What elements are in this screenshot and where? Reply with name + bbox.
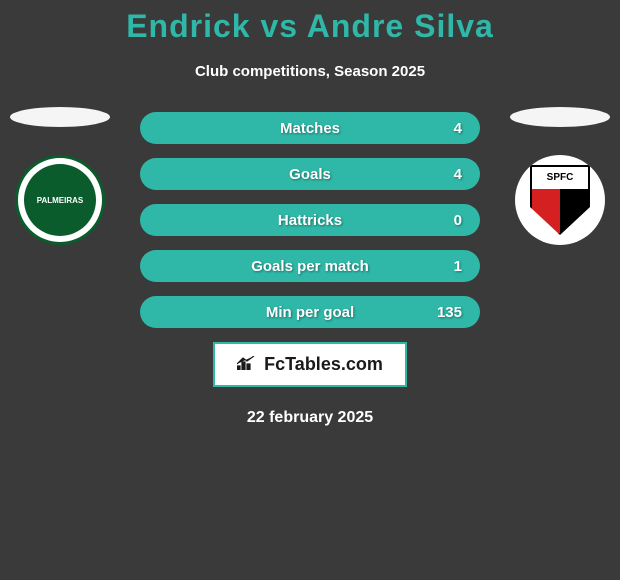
header: Endrick vs Andre Silva Club competitions… [0,0,620,80]
fctables-text: FcTables.com [264,354,383,374]
footer: FcTables.com 22 february 2025 [0,342,620,427]
stat-value: 0 [454,212,462,229]
left-player-column: PALMEIRAS [10,107,110,245]
stat-label: Matches [280,120,340,137]
stat-row-goals: . Goals 4 [140,158,480,190]
stat-row-matches: . Matches 4 [140,112,480,144]
content-area: PALMEIRAS SPFC . Matches 4 . Goals 4 . H… [0,112,620,427]
right-player-shadow [510,107,610,127]
stat-row-min-per-goal: . Min per goal 135 [140,296,480,328]
snapshot-date: 22 february 2025 [0,409,620,427]
spfc-stripe-black [560,189,588,233]
stat-label: Goals per match [251,258,369,275]
chart-icon [237,354,260,374]
stat-row-hattricks: . Hattricks 0 [140,204,480,236]
spfc-badge: SPFC [515,155,605,245]
stat-row-goals-per-match: . Goals per match 1 [140,250,480,282]
palmeiras-label: PALMEIRAS [37,196,84,205]
palmeiras-badge: PALMEIRAS [15,155,105,245]
spfc-shield: SPFC [530,165,590,235]
right-player-column: SPFC [510,107,610,245]
palmeiras-badge-inner: PALMEIRAS [24,164,96,236]
stat-label: Min per goal [266,304,354,321]
stat-label: Goals [289,166,331,183]
stat-value: 4 [454,166,462,183]
left-player-shadow [10,107,110,127]
stat-label: Hattricks [278,212,342,229]
stat-value: 135 [437,304,462,321]
season-subtitle: Club competitions, Season 2025 [0,63,620,80]
stat-value: 1 [454,258,462,275]
stats-list: . Matches 4 . Goals 4 . Hattricks 0 . Go… [140,112,480,328]
spfc-stripe-red [532,189,560,233]
spfc-label: SPFC [532,167,588,189]
comparison-title: Endrick vs Andre Silva [0,8,620,45]
stat-value: 4 [454,120,462,137]
fctables-logo[interactable]: FcTables.com [213,342,407,387]
